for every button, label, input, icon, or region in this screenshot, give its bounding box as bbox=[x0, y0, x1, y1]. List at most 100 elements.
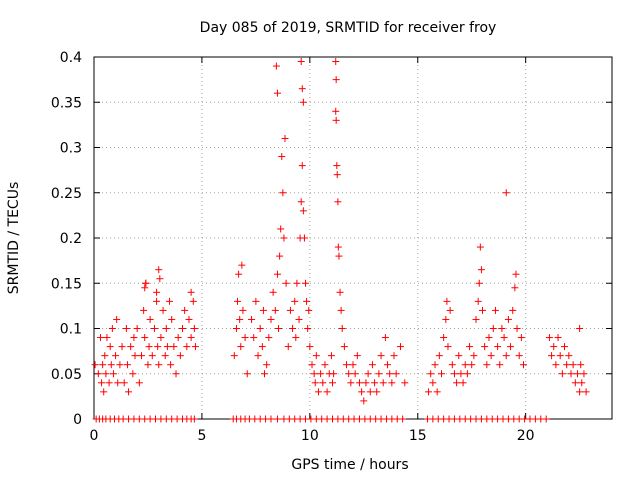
data-point bbox=[144, 361, 152, 369]
data-point bbox=[470, 352, 478, 360]
data-point bbox=[321, 361, 329, 369]
data-point bbox=[122, 325, 130, 332]
data-point bbox=[140, 306, 148, 314]
data-point bbox=[118, 343, 126, 351]
data-point bbox=[289, 325, 297, 332]
data-point bbox=[576, 325, 584, 332]
data-point bbox=[332, 107, 340, 115]
data-point bbox=[269, 288, 277, 296]
data-point bbox=[366, 388, 374, 396]
data-point bbox=[388, 379, 396, 387]
data-point bbox=[334, 243, 342, 251]
data-point bbox=[291, 297, 299, 305]
data-point bbox=[299, 207, 307, 215]
data-point bbox=[162, 325, 170, 332]
x-tick-label: 15 bbox=[409, 428, 427, 444]
data-point bbox=[446, 306, 454, 314]
data-point bbox=[461, 361, 469, 369]
data-point bbox=[401, 379, 409, 387]
data-points bbox=[91, 58, 590, 423]
data-point bbox=[504, 315, 512, 323]
data-point bbox=[498, 325, 506, 332]
data-point bbox=[565, 352, 573, 360]
chart-title: Day 085 of 2019, SRMTID for receiver fro… bbox=[200, 20, 497, 36]
y-tick-label: 0.25 bbox=[51, 186, 82, 202]
data-point bbox=[273, 270, 281, 278]
data-point bbox=[273, 89, 281, 97]
data-point bbox=[108, 325, 116, 332]
data-point bbox=[167, 361, 175, 369]
data-point bbox=[145, 343, 153, 351]
data-point bbox=[476, 243, 484, 251]
data-point bbox=[234, 297, 242, 305]
data-point bbox=[332, 76, 340, 84]
data-point bbox=[345, 370, 353, 378]
data-point bbox=[485, 334, 493, 342]
data-point bbox=[243, 370, 251, 378]
y-tick-label: 0.2 bbox=[60, 231, 82, 247]
data-point bbox=[343, 361, 351, 369]
data-point bbox=[433, 388, 441, 396]
data-point bbox=[332, 116, 340, 124]
data-point bbox=[275, 325, 283, 332]
data-point bbox=[271, 306, 279, 314]
data-point bbox=[142, 279, 150, 287]
data-point bbox=[280, 234, 288, 242]
data-point bbox=[317, 370, 325, 378]
data-point bbox=[166, 297, 174, 305]
data-point bbox=[323, 388, 331, 396]
data-point bbox=[267, 315, 275, 323]
data-point bbox=[116, 361, 124, 369]
data-point bbox=[96, 334, 104, 342]
data-point bbox=[310, 370, 318, 378]
data-point bbox=[513, 325, 521, 332]
data-point bbox=[141, 334, 149, 342]
data-point bbox=[300, 234, 308, 242]
data-point bbox=[238, 261, 246, 269]
data-point bbox=[276, 252, 284, 260]
data-point bbox=[311, 379, 319, 387]
data-point bbox=[267, 415, 275, 423]
data-point bbox=[336, 288, 344, 296]
y-tick-label: 0.15 bbox=[51, 276, 82, 292]
data-point bbox=[440, 334, 448, 342]
data-point bbox=[312, 352, 320, 360]
data-point bbox=[148, 352, 156, 360]
data-point bbox=[360, 397, 368, 405]
x-tick-label: 20 bbox=[517, 428, 535, 444]
data-point bbox=[190, 415, 198, 423]
grid-lines bbox=[94, 57, 612, 419]
y-tick-label: 0.1 bbox=[60, 322, 82, 338]
data-point bbox=[107, 361, 115, 369]
data-point bbox=[314, 388, 322, 396]
data-point bbox=[509, 306, 517, 314]
data-point bbox=[496, 361, 504, 369]
data-point bbox=[103, 334, 111, 342]
data-point bbox=[98, 379, 106, 387]
data-point bbox=[114, 379, 122, 387]
data-point bbox=[515, 352, 523, 360]
data-point bbox=[474, 297, 482, 305]
data-point bbox=[349, 361, 357, 369]
data-point bbox=[475, 279, 483, 287]
x-tick-label: 5 bbox=[197, 428, 206, 444]
y-axis-label: SRMTID / TECUs bbox=[6, 182, 22, 295]
data-point bbox=[155, 361, 163, 369]
data-point bbox=[381, 334, 389, 342]
data-point bbox=[431, 361, 439, 369]
data-point bbox=[91, 361, 99, 369]
data-point bbox=[163, 343, 171, 351]
data-point bbox=[472, 315, 480, 323]
data-point bbox=[278, 153, 286, 161]
data-point bbox=[335, 252, 343, 260]
data-point bbox=[129, 370, 137, 378]
data-point bbox=[487, 352, 495, 360]
data-point bbox=[302, 279, 310, 287]
data-point bbox=[542, 415, 550, 423]
axis-ticks: 0 5 10 15 20 0 0.05 0.1 0.15 0.2 0.25 0.3 0.35 0.4 bbox=[51, 50, 612, 444]
data-point bbox=[333, 171, 341, 179]
data-point bbox=[299, 98, 307, 106]
data-point bbox=[106, 343, 114, 351]
data-point bbox=[563, 361, 571, 369]
data-point bbox=[355, 379, 363, 387]
